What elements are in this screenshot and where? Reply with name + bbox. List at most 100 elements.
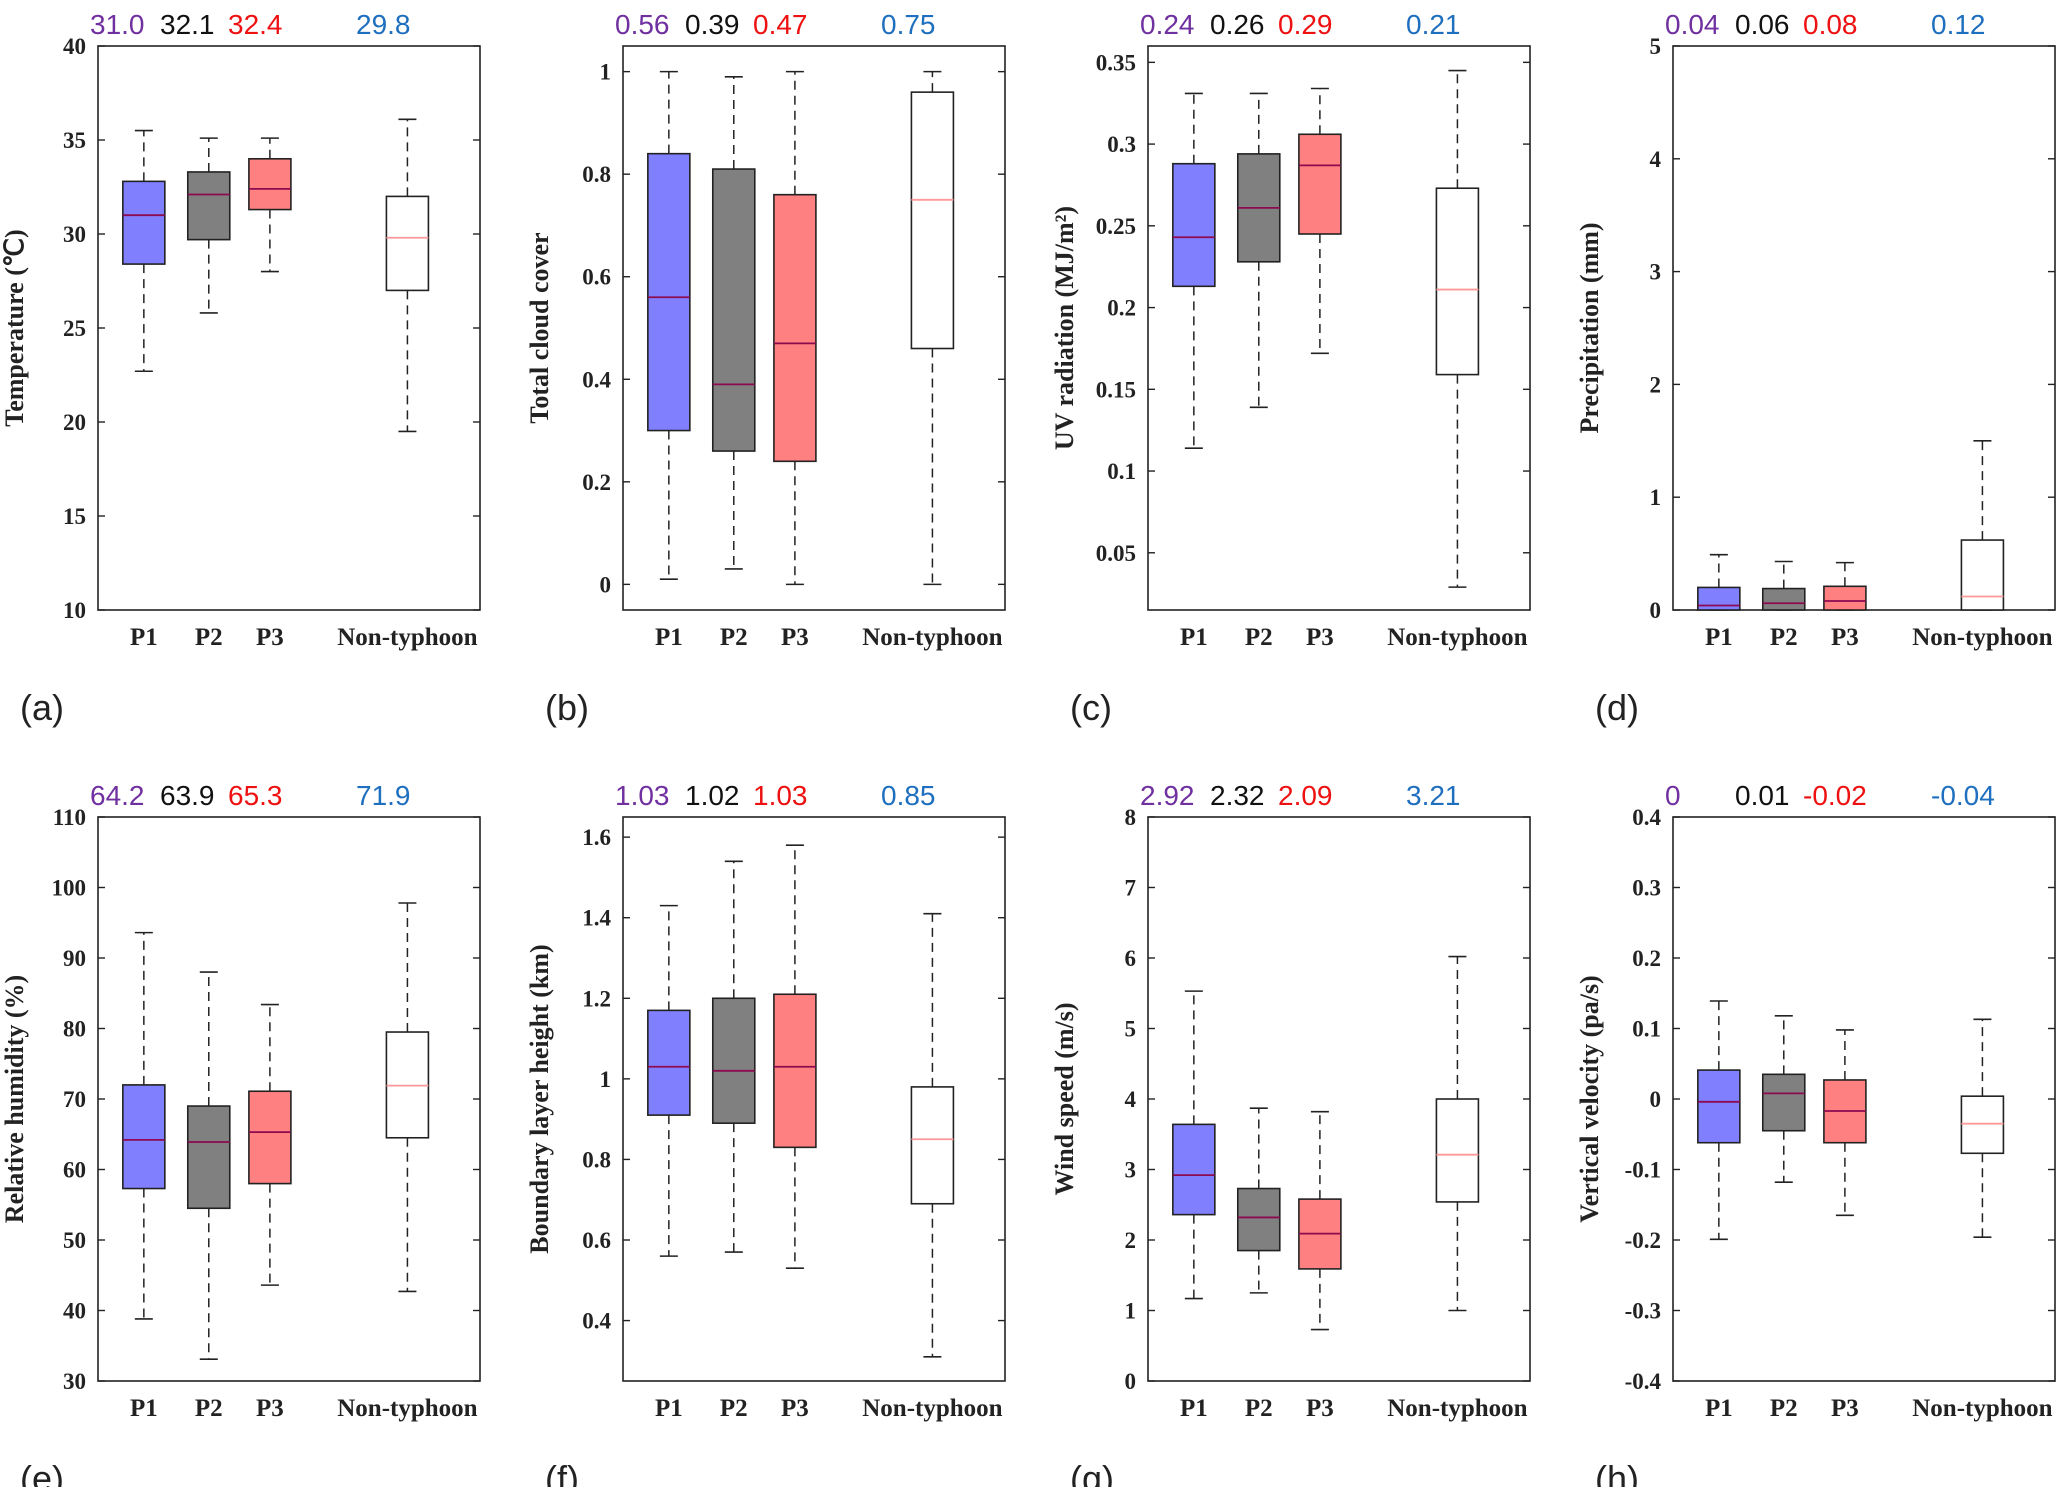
box-p1 [647, 152, 691, 432]
x-category-label-non-typhoon: Non-typhoon [1387, 1395, 1527, 1422]
y-tick-label: 2 [1125, 1228, 1137, 1253]
y-tick-label: 7 [1125, 876, 1137, 901]
x-category-label-p1: P1 [1180, 1395, 1208, 1422]
panel-letter: (g) [1070, 1458, 1114, 1487]
y-tick-label: 0.2 [582, 470, 611, 495]
y-tick-label: 0.1 [1632, 1017, 1661, 1042]
y-tick-label: 0.25 [1096, 214, 1136, 239]
box-non-typhoon [1435, 1098, 1480, 1203]
x-category-label-p3: P3 [1831, 1395, 1859, 1422]
median-label-p3: 65.3 [228, 780, 283, 811]
median-label-non-typhoon: 0.21 [1406, 9, 1461, 40]
y-tick-label: 0.4 [582, 1309, 611, 1334]
median-label-non-typhoon: -0.04 [1931, 780, 1995, 811]
panel-2: 0.56 0.39 0.47 0.75 0 0.2 0.4 0.6 0.8 1 Total clou… [525, 9, 1006, 728]
x-category-label-p2: P2 [1770, 1395, 1798, 1422]
x-category-label-p1: P1 [130, 624, 158, 651]
median-label-non-typhoon: 0.85 [881, 780, 936, 811]
median-label-p1: 64.2 [90, 780, 145, 811]
y-tick-label: 6 [1125, 946, 1137, 971]
box-p1 [1697, 1069, 1741, 1144]
median-label-p2: 0.26 [1210, 9, 1265, 40]
box-non-typhoon [1435, 187, 1480, 376]
y-axis-label: Wind speed (m/s) [1050, 1002, 1079, 1195]
y-tick-label: 0.35 [1096, 50, 1136, 75]
median-label-p1: 0.04 [1665, 9, 1720, 40]
y-tick-label: 80 [63, 1017, 86, 1042]
y-tick-label: 1 [600, 60, 612, 85]
y-tick-label: 15 [63, 504, 86, 529]
y-tick-label: 0 [1650, 1087, 1662, 1112]
y-tick-label: 1 [1650, 485, 1662, 510]
median-label-p2: 2.32 [1210, 780, 1265, 811]
box-p2 [1761, 587, 1806, 611]
x-category-label-p2: P2 [1245, 1395, 1273, 1422]
median-label-non-typhoon: 71.9 [356, 780, 411, 811]
box-p3 [1298, 133, 1342, 235]
y-tick-label: 0.15 [1096, 377, 1136, 402]
y-tick-label: 110 [53, 805, 86, 830]
plot-frame [97, 45, 481, 611]
y-tick-label: 0.05 [1096, 541, 1136, 566]
x-category-label-p2: P2 [195, 1395, 223, 1422]
x-category-label-p3: P3 [781, 1395, 809, 1422]
y-tick-label: -0.2 [1625, 1228, 1661, 1253]
median-label-p2: 1.02 [685, 780, 740, 811]
plot-frame [1672, 45, 2056, 611]
box-p1 [647, 1009, 691, 1116]
box-p3 [248, 1090, 292, 1185]
median-label-non-typhoon: 0.75 [881, 9, 936, 40]
y-tick-label: 40 [63, 34, 86, 59]
y-tick-label: 0.8 [582, 1147, 611, 1172]
box-p3 [1823, 585, 1867, 611]
x-category-label-non-typhoon: Non-typhoon [862, 624, 1002, 651]
plot-frame [622, 816, 1006, 1382]
y-tick-label: 0.2 [1107, 296, 1136, 321]
box-p1 [122, 1084, 166, 1190]
plot-frame [622, 45, 1006, 611]
y-tick-label: 0.3 [1107, 132, 1136, 157]
x-category-label-non-typhoon: Non-typhoon [337, 1395, 477, 1422]
x-category-label-p1: P1 [1705, 1395, 1733, 1422]
plot-frame [1147, 45, 1531, 611]
y-tick-label: -0.4 [1625, 1369, 1662, 1394]
box-p1 [122, 180, 166, 265]
median-label-p3: 0.29 [1278, 9, 1333, 40]
median-label-p1: 0 [1665, 780, 1681, 811]
y-tick-label: 25 [63, 316, 86, 341]
y-tick-label: 10 [63, 598, 86, 623]
median-label-p3: 0.08 [1803, 9, 1858, 40]
y-axis-label: Boundary layer height (km) [525, 944, 554, 1253]
y-axis-label: Total cloud cover [525, 232, 554, 423]
box-p2 [711, 168, 756, 452]
y-tick-label: 4 [1125, 1087, 1137, 1112]
y-tick-label: 35 [63, 128, 86, 153]
box-p2 [711, 997, 756, 1124]
y-tick-label: 0.8 [582, 162, 611, 187]
box-non-typhoon [1960, 539, 2005, 611]
y-tick-label: 4 [1650, 147, 1662, 172]
median-label-p3: 32.4 [228, 9, 283, 40]
panel-letter: (b) [545, 687, 589, 728]
median-label-p3: 1.03 [753, 780, 808, 811]
y-tick-label: 1.4 [582, 906, 611, 931]
x-category-label-p2: P2 [720, 1395, 748, 1422]
panel-letter: (f) [545, 1458, 579, 1487]
box-p1 [1697, 586, 1741, 611]
box-non-typhoon [1960, 1095, 2005, 1155]
y-tick-label: 20 [63, 410, 86, 435]
y-tick-label: 50 [63, 1228, 86, 1253]
panel-letter: (e) [20, 1458, 64, 1487]
panel-8: 0 0.01 -0.02 -0.04 -0.4 -0.3 -0.2 -0.1 0 0.1 0.2 0.… [1575, 780, 2056, 1487]
x-category-label-p1: P1 [655, 1395, 683, 1422]
x-category-label-p2: P2 [1770, 624, 1798, 651]
y-tick-label: 1.2 [582, 986, 611, 1011]
panel-4: 0.04 0.06 0.08 0.12 0 1 2 3 4 5 Precipitation (mm)… [1575, 9, 2056, 728]
panel-6: 1.03 1.02 1.03 0.85 0.4 0.6 0.8 1 1.2 1.4 1.6 Bound… [525, 780, 1006, 1487]
box-p2 [186, 171, 231, 241]
box-non-typhoon [385, 195, 430, 292]
box-p1 [1172, 162, 1216, 288]
panel-letter: (d) [1595, 687, 1639, 728]
y-tick-label: 1.6 [582, 825, 611, 850]
x-category-label-p3: P3 [256, 624, 284, 651]
